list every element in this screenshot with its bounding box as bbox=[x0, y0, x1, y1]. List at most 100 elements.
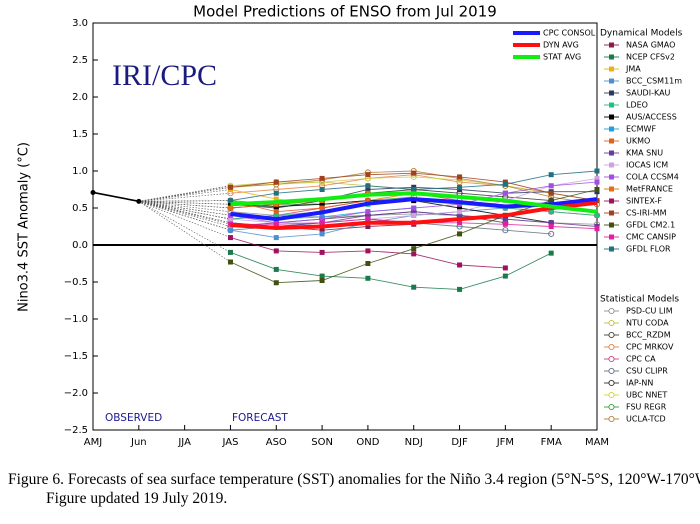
point bbox=[594, 226, 600, 232]
legend-label: COLA CCSM4 bbox=[626, 173, 679, 182]
legend-label: UBC NNET bbox=[626, 391, 667, 400]
point bbox=[273, 212, 279, 218]
x-tick-label: DJF bbox=[451, 437, 468, 448]
point bbox=[319, 175, 325, 181]
connector bbox=[138, 192, 231, 202]
legend-label: KMA SNU bbox=[626, 149, 663, 158]
point bbox=[457, 209, 463, 215]
legend-label: CS-IRI-MM bbox=[626, 209, 667, 218]
y-tick-label: 0.0 bbox=[72, 240, 88, 251]
point bbox=[548, 190, 554, 196]
point bbox=[502, 181, 508, 187]
legend-label: LDEO bbox=[626, 101, 648, 110]
point bbox=[411, 251, 417, 257]
point bbox=[548, 230, 555, 237]
legend-swatch bbox=[608, 331, 615, 339]
point bbox=[548, 250, 554, 256]
legend-label: IAP-NN bbox=[626, 379, 653, 388]
legend-swatch bbox=[609, 42, 614, 48]
legend-swatch bbox=[609, 90, 614, 96]
point bbox=[273, 190, 279, 196]
point bbox=[365, 275, 371, 281]
connector bbox=[138, 186, 231, 202]
connector bbox=[138, 201, 231, 225]
point bbox=[227, 198, 233, 204]
point bbox=[548, 183, 554, 189]
connector bbox=[138, 201, 231, 209]
legend-label: UKMO bbox=[626, 137, 650, 146]
caption: Figure 6. Forecasts of sea surface tempe… bbox=[8, 471, 700, 507]
annotation: OBSERVED bbox=[105, 412, 162, 424]
point bbox=[457, 231, 463, 237]
point bbox=[457, 286, 463, 292]
point bbox=[548, 209, 554, 215]
y-tick-label: 2.0 bbox=[72, 92, 88, 103]
point bbox=[365, 216, 371, 222]
legend-label: CPC CONSOL bbox=[543, 29, 596, 38]
connector bbox=[138, 201, 231, 238]
legend-swatch bbox=[609, 198, 614, 204]
legend-label: ECMWF bbox=[626, 125, 656, 134]
point bbox=[319, 227, 325, 233]
point bbox=[273, 221, 279, 227]
legend-label: BCC_RZDM bbox=[626, 331, 671, 340]
consensus-line bbox=[230, 191, 598, 214]
connector bbox=[138, 201, 231, 212]
connector bbox=[138, 201, 231, 263]
y-tick-label: −1.0 bbox=[64, 314, 88, 325]
legend-swatch bbox=[608, 403, 615, 411]
point bbox=[457, 201, 463, 207]
legend-label: CSU CLIPR bbox=[626, 367, 668, 376]
point bbox=[548, 224, 554, 229]
y-tick-label: −0.5 bbox=[64, 277, 88, 288]
legend-label: AUS/ACCESS bbox=[626, 113, 677, 122]
connector bbox=[138, 201, 231, 231]
legend-label: GFDL FLOR bbox=[626, 245, 671, 254]
legend-swatch bbox=[609, 78, 614, 84]
legend-label: BCC_CSM11m bbox=[626, 77, 682, 86]
legend-label: MetFRANCE bbox=[626, 185, 673, 194]
logo: IRI/CPC bbox=[112, 59, 217, 92]
legend-swatch bbox=[608, 415, 615, 423]
legend-swatch bbox=[608, 391, 615, 399]
point bbox=[319, 216, 325, 222]
point bbox=[273, 280, 279, 286]
legend-swatch bbox=[609, 246, 614, 252]
observed-point bbox=[136, 198, 142, 204]
legend-swatch bbox=[609, 174, 614, 180]
point bbox=[457, 184, 463, 190]
point bbox=[365, 187, 371, 192]
point bbox=[502, 216, 508, 222]
legend-header: Dynamical Models bbox=[600, 29, 683, 39]
point bbox=[594, 175, 600, 181]
point bbox=[365, 172, 371, 178]
connector bbox=[138, 185, 231, 202]
y-tick-label: 2.5 bbox=[72, 55, 88, 66]
chart: Model Predictions of ENSO from Jul 2019 … bbox=[17, 3, 683, 449]
point bbox=[319, 205, 325, 211]
point bbox=[227, 216, 233, 222]
legend-label: STAT AVG bbox=[543, 53, 581, 62]
legend-swatch bbox=[609, 222, 614, 228]
plot-layer bbox=[90, 167, 601, 292]
point bbox=[319, 187, 325, 192]
point bbox=[227, 227, 233, 233]
point bbox=[411, 246, 417, 252]
x-tick-label: JFM bbox=[496, 437, 514, 448]
legend-swatch bbox=[609, 150, 614, 156]
point bbox=[502, 227, 509, 234]
x-tick-label: AMJ bbox=[84, 437, 102, 448]
x-tick-label: Jun bbox=[130, 437, 147, 448]
point bbox=[227, 221, 233, 227]
legend-swatch bbox=[609, 102, 614, 108]
legend-swatch bbox=[609, 54, 614, 60]
point bbox=[319, 249, 325, 255]
point bbox=[365, 224, 371, 229]
point bbox=[319, 273, 325, 279]
point bbox=[319, 220, 325, 226]
connector bbox=[138, 201, 231, 227]
point bbox=[457, 212, 463, 218]
point bbox=[273, 201, 279, 207]
legend-label: NCEP CFSv2 bbox=[626, 53, 675, 62]
